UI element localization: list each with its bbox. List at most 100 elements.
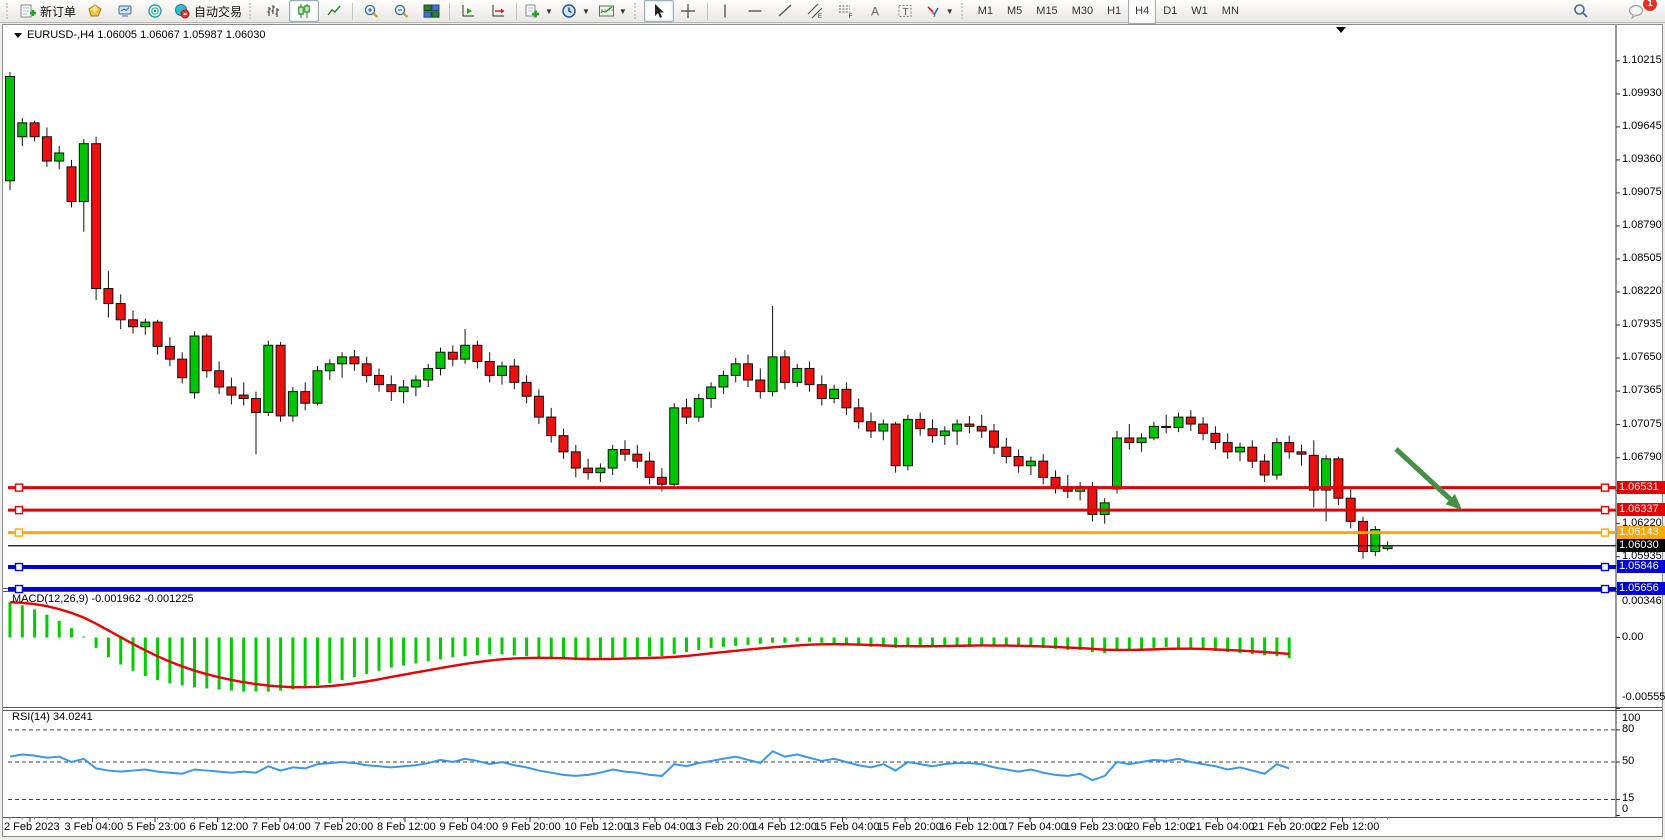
candlestick (1161, 425, 1172, 429)
timeframe-m15-button[interactable]: M15 (1036, 5, 1058, 17)
line-chart-button[interactable] (319, 0, 349, 22)
period-button[interactable]: ▼ (557, 0, 594, 22)
line-handle[interactable] (1600, 528, 1610, 537)
candlestick (17, 122, 28, 138)
vertical-line-tool[interactable] (711, 0, 741, 22)
candlestick (460, 344, 471, 360)
line-handle[interactable] (14, 528, 24, 537)
candlestick-chart-button[interactable] (289, 0, 320, 22)
toolbar-right: 1 (1565, 0, 1657, 22)
rsi-axis-label: 15 (1622, 792, 1635, 805)
equidistant-channel-tool[interactable]: E (801, 0, 831, 22)
dropdown-arrow-icon: ▼ (545, 6, 553, 16)
candlestick (644, 460, 655, 478)
candlestick (681, 407, 692, 418)
tile-windows-button[interactable] (416, 0, 446, 22)
candlestick (177, 358, 188, 379)
time-axis-label: 20 Feb 12:00 (1127, 821, 1192, 833)
candlestick (755, 379, 766, 393)
chart-shift-button[interactable] (453, 0, 483, 22)
templates-button[interactable]: ▼ (520, 0, 557, 22)
signal-icon (147, 4, 162, 18)
deposit-button[interactable] (80, 0, 110, 22)
candlestick (1136, 437, 1147, 444)
candlestick (952, 423, 963, 432)
line-handle[interactable] (1600, 483, 1610, 492)
top-toolbar: 新订单 自动交易 (0, 0, 1665, 24)
candlestick (226, 386, 237, 396)
algo-trading-button[interactable]: 自动交易 (170, 0, 246, 22)
text-tool[interactable]: A (861, 0, 891, 22)
time-axis-label: 9 Feb 04:00 (439, 821, 499, 833)
timeframe-m30-button[interactable]: M30 (1071, 5, 1094, 17)
new-order-button[interactable]: 新订单 (16, 0, 80, 22)
search-button[interactable] (1565, 0, 1595, 22)
line-chart-icon (326, 5, 341, 16)
line-handle[interactable] (1600, 562, 1610, 572)
price-tick-label: 1.09360 (1622, 152, 1662, 165)
line-handle[interactable] (14, 505, 24, 515)
candlestick (29, 122, 40, 138)
zoom-out-button[interactable] (386, 0, 416, 22)
notifications-button[interactable]: 1 (1621, 0, 1657, 22)
market-watch-button[interactable] (110, 0, 140, 22)
line-handle[interactable] (1600, 505, 1610, 515)
candlestick (915, 418, 926, 430)
timeframe-h4-button[interactable]: H4 (1128, 0, 1157, 24)
timeframe-d1-button[interactable]: D1 (1163, 5, 1178, 17)
line-handle[interactable] (14, 483, 24, 492)
chart-title-text: EURUSD-,H4 1.06005 1.06067 1.05987 1.060… (27, 29, 266, 41)
horizontal-line-tool[interactable] (741, 0, 771, 22)
line-handle[interactable] (14, 562, 24, 572)
timeframe-m1-button[interactable]: M1 (977, 5, 993, 17)
candlestick (140, 321, 151, 328)
timeframe-m5-button[interactable]: M5 (1007, 5, 1023, 17)
zoom-in-button[interactable] (356, 0, 386, 22)
zoom-out-icon (394, 4, 408, 18)
time-axis-label: 19 Feb 23:00 (1064, 821, 1130, 833)
arrows-tool[interactable]: ▼ (921, 0, 958, 22)
line-handle[interactable] (14, 584, 24, 594)
price-tick-label: 1.07365 (1622, 384, 1662, 397)
timeframe-mn-button[interactable]: MN (1221, 5, 1239, 17)
candlestick (164, 345, 175, 360)
candlestick (693, 398, 704, 418)
auto-scroll-button[interactable] (483, 0, 513, 22)
timeframe-w1-button[interactable]: W1 (1191, 5, 1208, 17)
rsi-axis-label: 100 (1622, 712, 1641, 724)
bar-chart-button[interactable] (259, 0, 289, 22)
template-icon (525, 4, 540, 18)
fibonacci-tool[interactable]: F (831, 0, 861, 22)
candlestick (497, 365, 507, 376)
arrow-annotation[interactable] (1394, 447, 1452, 501)
candlestick (779, 356, 790, 383)
timeframe-h1-button[interactable]: H1 (1107, 5, 1122, 17)
chart-window[interactable] (2, 24, 1663, 837)
text-label-tool[interactable]: T (891, 0, 921, 22)
new-order-label: 新订单 (40, 4, 77, 19)
time-axis-label: 2 Feb 2023 (4, 821, 60, 833)
signals-button[interactable] (140, 0, 170, 22)
search-icon (1573, 4, 1588, 18)
candlestick (829, 388, 840, 400)
indicators-button[interactable]: ▼ (594, 0, 631, 22)
crosshair-tool-button[interactable] (674, 0, 704, 22)
text-a-icon: A (871, 5, 879, 19)
candlestick (300, 391, 311, 404)
candlestick (337, 356, 348, 365)
rsi-line (9, 750, 1290, 782)
chart-collapse-icon[interactable] (14, 32, 22, 38)
svg-text:F: F (849, 13, 853, 19)
trendline-tool[interactable] (771, 0, 801, 22)
price-tick-label: 1.09645 (1622, 119, 1662, 132)
line-handle[interactable] (1600, 584, 1610, 594)
dropdown-arrow-icon: ▼ (945, 6, 954, 16)
arrow-annotation-head[interactable] (1445, 493, 1462, 510)
candlestick (890, 423, 901, 467)
candlestick (214, 370, 225, 388)
candlestick (583, 467, 594, 474)
price-tick-label: 1.07935 (1622, 318, 1662, 330)
cursor-tool-button[interactable] (643, 0, 674, 22)
